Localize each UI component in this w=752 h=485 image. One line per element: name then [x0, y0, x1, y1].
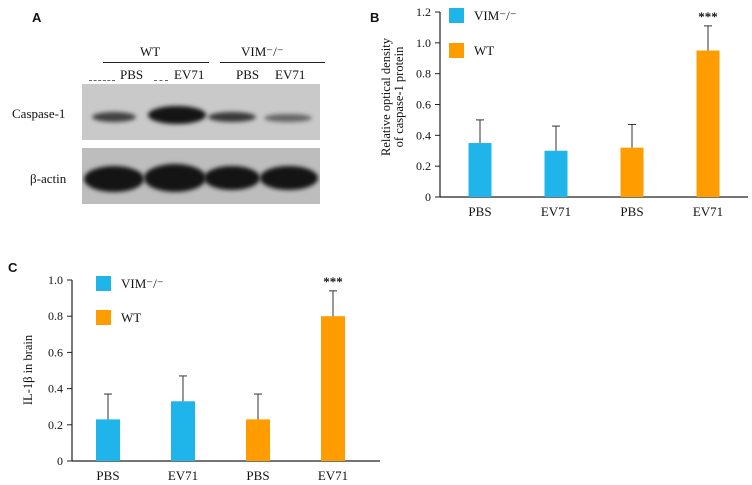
- chart-b-legend-label: WT: [474, 43, 494, 58]
- chart-c-ytick-label: 0.8: [48, 309, 63, 323]
- caspase-band-2: [148, 106, 206, 124]
- row-label-actin: β-actin: [30, 171, 67, 186]
- chart-b-ytick-label: 0.8: [416, 67, 431, 81]
- chart-c-legend-label: VIM⁻/⁻: [121, 276, 164, 291]
- chart-c-bar: [321, 316, 345, 461]
- chart-b-ytick-label: 1.0: [416, 36, 431, 50]
- chart-b-bar: [620, 147, 644, 197]
- group-rule-wt: [103, 62, 209, 63]
- chart-b-significance: ***: [698, 9, 718, 24]
- chart-b-ylabel-line: of caspase-1 protein: [392, 46, 406, 147]
- chart-c-category-label: PBS: [96, 468, 119, 483]
- panel-letter-a: A: [32, 10, 42, 25]
- chart-c-category-label: PBS: [246, 468, 269, 483]
- chart-b-ytick-label: 1.2: [416, 5, 431, 19]
- actin-blot: [82, 148, 320, 204]
- chart-c-ytick-label: 0.6: [48, 345, 63, 359]
- chart-c-significance: ***: [323, 274, 343, 289]
- lane-label-2: EV71: [174, 67, 205, 82]
- chart-b-legend-label: VIM⁻/⁻: [474, 8, 517, 23]
- chart-b-ytick-label: 0.4: [416, 128, 431, 142]
- chart-c-bar: [96, 419, 120, 461]
- chart-b-category-label: EV71: [693, 204, 723, 219]
- chart-b-bar: [544, 150, 568, 197]
- lane-dash-2: [154, 80, 168, 81]
- chart-c-category-label: EV71: [318, 468, 348, 483]
- panel-letter-c: C: [8, 260, 18, 275]
- lane-label-3: PBS: [236, 67, 260, 82]
- caspase-band-4: [264, 114, 312, 122]
- chart-b-legend-swatch: [449, 8, 464, 23]
- chart-c-ytick-label: 1.0: [48, 273, 63, 287]
- caspase-band-3: [208, 112, 256, 122]
- chart-b-category-label: PBS: [468, 204, 491, 219]
- group-label-wt: WT: [140, 44, 161, 59]
- actin-band-4: [260, 166, 318, 190]
- chart-c-legend-swatch: [96, 310, 111, 325]
- chart-b-legend-swatch: [449, 43, 464, 58]
- chart-c-ytick-label: 0: [57, 454, 63, 468]
- lane-label-1: PBS: [120, 67, 144, 82]
- chart-c-category-label: EV71: [168, 468, 198, 483]
- chart-b-ylabel-line: Relative optical density: [379, 37, 393, 156]
- chart-b-ytick-label: 0.6: [416, 98, 431, 112]
- lane-label-4: EV71: [275, 67, 306, 82]
- group-rule-vim-ko: [220, 62, 325, 63]
- panel-letter-b: B: [370, 10, 380, 25]
- actin-band-1: [84, 166, 144, 192]
- chart-c-ytick-label: 0.4: [48, 382, 63, 396]
- chart-b-category-label: EV71: [541, 204, 571, 219]
- chart-b-category-label: PBS: [620, 204, 643, 219]
- actin-band-2: [144, 164, 206, 192]
- chart-c-ytick-label: 0.2: [48, 418, 63, 432]
- group-label-vim-ko: VIM⁻/⁻: [241, 44, 284, 59]
- chart-b-ytick-label: 0.2: [416, 159, 431, 173]
- lane-dash-1: [89, 80, 115, 81]
- chart-c-ylabel-line: IL-1β in brain: [21, 334, 35, 405]
- chart-c-bar: [246, 419, 270, 461]
- row-label-caspase: Caspase-1: [12, 106, 66, 121]
- caspase-blot: [82, 84, 320, 140]
- actin-band-3: [204, 166, 260, 190]
- chart-c-bar: [171, 401, 195, 461]
- chart-b-bar: [468, 143, 492, 197]
- chart-c-legend-label: WT: [121, 310, 141, 325]
- chart-b-ytick-label: 0: [425, 190, 431, 204]
- chart-b-bar: [696, 50, 720, 197]
- caspase-band-1: [92, 112, 136, 122]
- chart-c-legend-swatch: [96, 276, 111, 291]
